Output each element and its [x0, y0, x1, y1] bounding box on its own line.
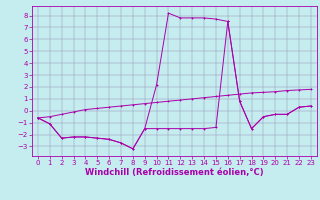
X-axis label: Windchill (Refroidissement éolien,°C): Windchill (Refroidissement éolien,°C) [85, 168, 264, 177]
